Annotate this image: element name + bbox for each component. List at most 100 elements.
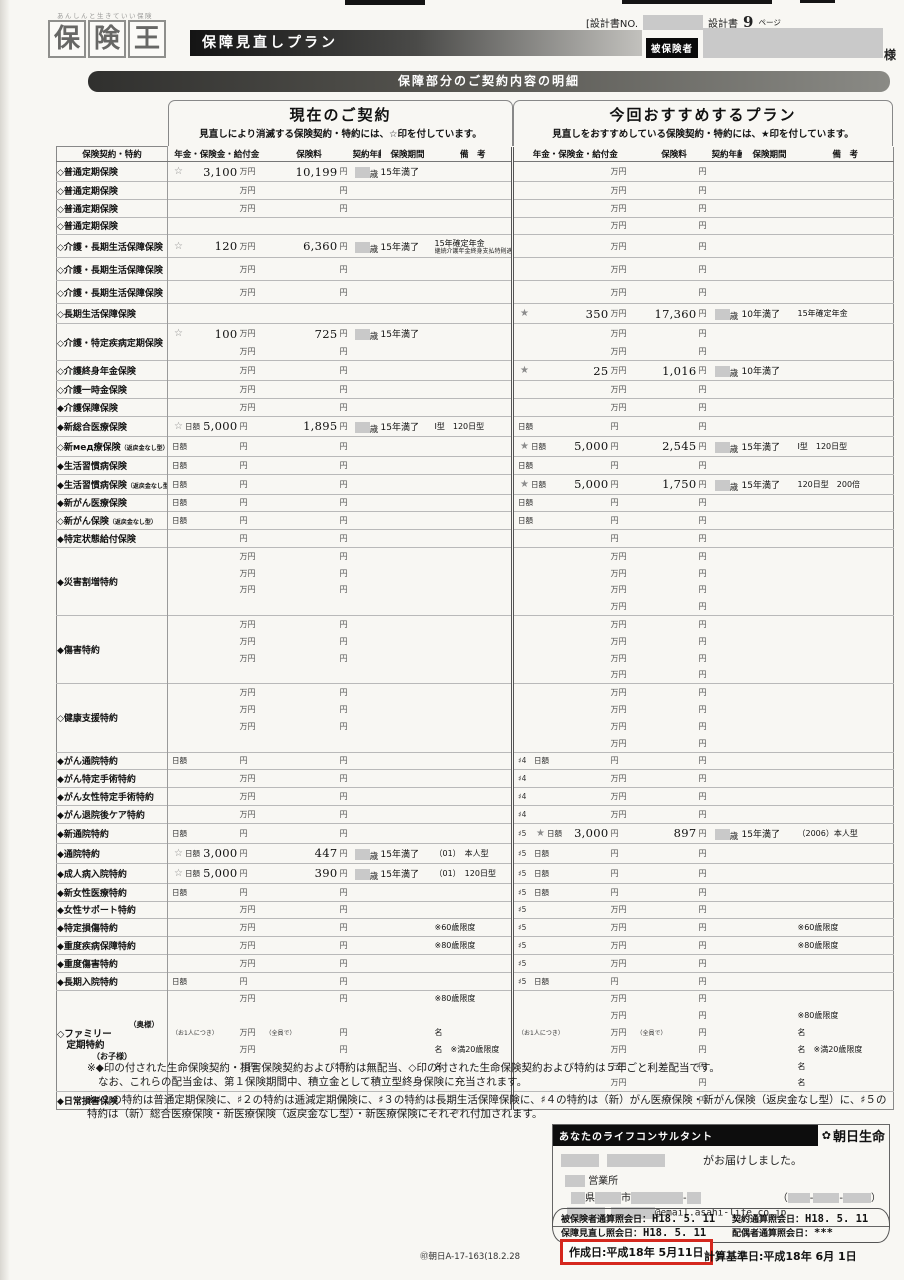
contract-age-cell <box>353 598 381 615</box>
rider-tag: ♯5 <box>518 923 527 933</box>
premium-cell: 円 <box>265 181 353 200</box>
premium-value: 1,016 <box>662 363 697 378</box>
note-cell <box>434 360 513 381</box>
premium-cell: 円 <box>266 650 353 667</box>
contract-age-cell: 歳 <box>352 862 381 884</box>
amount-unit: 円 <box>610 848 619 858</box>
rider-tag: ♯5 <box>518 976 527 986</box>
amount-value: 3,000 <box>574 826 609 841</box>
premium-cell: 円 <box>636 751 712 770</box>
period-cell <box>741 615 798 633</box>
period-text: 15年満了 <box>380 168 419 178</box>
amount-prefix: 日額 <box>185 868 200 878</box>
discontinue-star-marker: ☆ <box>174 420 183 432</box>
col-note: 備 考 <box>434 146 513 162</box>
period-cell <box>741 804 798 824</box>
recommend-star-marker: ★ <box>520 365 529 377</box>
amount-unit: 万円 <box>239 941 256 950</box>
amount-cell: 万円 <box>511 280 637 304</box>
note-cell <box>797 546 894 565</box>
note-cell <box>798 667 894 684</box>
premium-unit: 円 <box>698 221 707 231</box>
table-row: （奥様） ◇ファミリー 定期特約 （お子様） 万円円 ※80歳限度 万円円 <box>56 989 894 1092</box>
premium-cell: 円 <box>637 735 712 752</box>
amount-value: 25 <box>593 363 609 378</box>
email-line: _ @email.asahi-life.co.jp <box>561 1207 881 1219</box>
policy-label-text: ◇介護・長期生活保障保険 <box>57 288 163 299</box>
note-cell <box>434 323 513 344</box>
period-cell <box>741 1091 798 1110</box>
premium-unit: 円 <box>698 385 707 395</box>
amount-cell: 万円 <box>168 633 266 650</box>
redacted-email <box>567 1207 605 1219</box>
amount-cell: 日額 円 <box>167 751 266 770</box>
current-contract-subtitle: 見直しにより消滅する保険契約・特約には、☆印を付しています。 <box>199 129 482 140</box>
period-cell <box>741 787 798 806</box>
period-cell <box>380 473 435 495</box>
amount-cell: 万円 <box>167 181 266 200</box>
premium-cell: 円 <box>266 1041 353 1058</box>
phone-paren: ） <box>871 1193 881 1204</box>
premium-cell: 円 <box>636 804 712 824</box>
note-cell <box>797 380 894 399</box>
current-contract-header: 現在のご契約 見直しにより消滅する保険契約・特約には、☆印を付しています。 <box>168 100 513 146</box>
premium-value: 6,360 <box>303 239 338 254</box>
premium-unit: 円 <box>698 1027 707 1037</box>
policy-label-text: ◆新総合医療保険 <box>57 422 127 433</box>
note-text: ※80歳限度 <box>797 941 839 950</box>
premium-unit: 円 <box>698 792 707 802</box>
note-text: 120日型 200倍 <box>797 479 861 489</box>
premium-unit: 円 <box>339 1027 348 1037</box>
address-hyphen: - <box>683 1193 687 1204</box>
amount-cell: 万円 <box>168 1041 266 1058</box>
premium-cell: 円 <box>266 1058 353 1075</box>
amount-prefix: 日額 <box>518 498 533 508</box>
note-cell <box>797 511 894 530</box>
policy-label-text: ◆傷害特約 <box>57 646 100 657</box>
premium-cell: 円 <box>265 918 353 937</box>
premium-value: 390 <box>314 866 338 881</box>
contract-age-cell <box>711 216 742 235</box>
note-cell <box>797 953 894 973</box>
footnote-riders: ※♯１の特約は普通定期保険に、♯２の特約は逓減定期保険に、♯３の特約は長期生活保… <box>87 1093 887 1120</box>
period-cell <box>380 360 435 381</box>
logo-char: 王 <box>128 20 166 58</box>
premium-unit: 円 <box>339 923 348 933</box>
title-spacer <box>56 100 168 146</box>
rider-tag: ♯4 <box>518 756 527 766</box>
date-label: 被保険者通算照会日： <box>561 1215 652 1225</box>
contract-age-cell <box>712 1024 742 1041</box>
contract-age-cell <box>352 989 381 1008</box>
brand-tagline: あんしんと生きていい保険 <box>57 12 153 20</box>
note-text: （2006）本人型 <box>797 828 858 838</box>
contract-age-cell <box>352 769 381 788</box>
note-cell <box>798 650 894 667</box>
contract-age-cell <box>352 435 381 457</box>
premium-unit: 円 <box>339 366 348 376</box>
amount-value: 5,000 <box>203 866 238 881</box>
amount-unit: 円 <box>239 516 248 526</box>
premium-cell: 円 <box>637 1074 712 1091</box>
rider-tag: ♯5 <box>518 848 527 858</box>
office-suffix: 営業所 <box>588 1176 619 1187</box>
note-cell <box>434 257 513 281</box>
contract-age-cell <box>712 667 742 684</box>
policy-label: ◆新総合医療保険 <box>56 415 168 437</box>
premium-unit: 円 <box>698 774 707 784</box>
note-cell <box>797 842 894 864</box>
amount-prefix: 日額 <box>518 421 533 431</box>
contract-age-cell <box>352 360 381 381</box>
contract-age-cell: 歳 <box>352 234 381 258</box>
amount-prefix: 日額 <box>172 479 187 489</box>
policy-label-text: ◇新がん保険 <box>57 517 109 528</box>
contract-age-cell <box>352 900 381 919</box>
premium-cell: 円 <box>266 701 353 718</box>
policy-label-text: ◇介護・特定疾病定期保険 <box>57 338 163 349</box>
amount-unit: 円 <box>239 498 248 508</box>
premium-cell: 897 円 <box>636 822 712 844</box>
note-cell <box>434 804 513 824</box>
amount-unit: 万円 <box>239 241 256 251</box>
amount-cell <box>511 1091 637 1110</box>
amount-unit: 円 <box>610 756 619 766</box>
premium-unit: 円 <box>698 460 707 470</box>
